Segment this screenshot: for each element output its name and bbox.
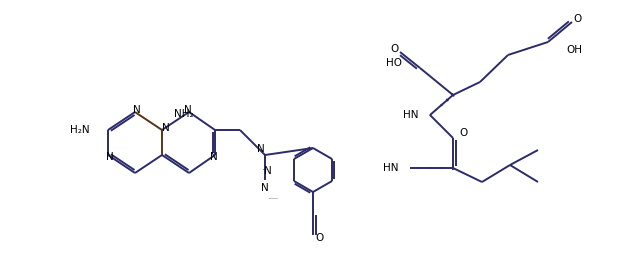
Text: N: N bbox=[162, 123, 170, 133]
Text: HO: HO bbox=[386, 58, 402, 68]
Text: N: N bbox=[264, 166, 272, 176]
Text: HN: HN bbox=[383, 163, 398, 173]
Text: O: O bbox=[459, 128, 467, 138]
Text: methyl label: methyl label bbox=[268, 197, 277, 199]
Text: N: N bbox=[257, 144, 265, 154]
Text: O: O bbox=[574, 14, 582, 24]
Text: N: N bbox=[210, 152, 218, 162]
Text: H₂N: H₂N bbox=[70, 125, 90, 135]
Text: HN: HN bbox=[403, 110, 418, 120]
Text: N: N bbox=[261, 183, 269, 193]
Text: N: N bbox=[133, 105, 141, 115]
Text: methyl: methyl bbox=[263, 168, 268, 170]
Text: O: O bbox=[390, 44, 398, 54]
Text: N: N bbox=[106, 152, 114, 162]
Text: O: O bbox=[315, 233, 323, 243]
Text: NH₂: NH₂ bbox=[174, 109, 194, 119]
Text: OH: OH bbox=[566, 45, 582, 55]
Text: N: N bbox=[184, 105, 192, 115]
